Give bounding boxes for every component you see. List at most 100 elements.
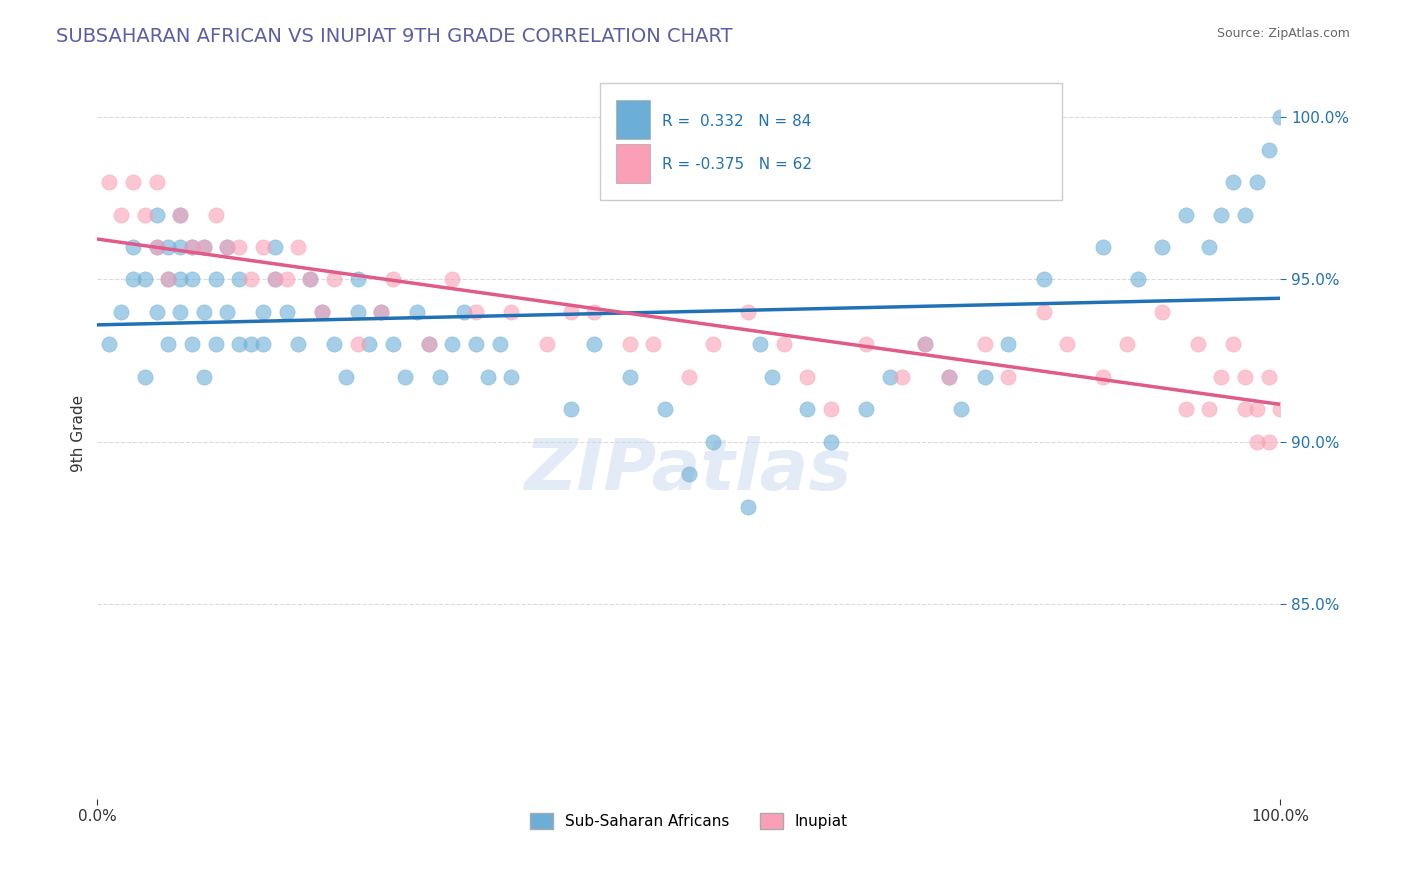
Point [820, 434, 842, 449]
Point [217, 305, 239, 319]
Point [263, 272, 285, 286]
Legend: Sub-Saharan Africans, Inupiat: Sub-Saharan Africans, Inupiat [523, 806, 855, 835]
Point [204, 337, 226, 351]
Point [240, 272, 263, 286]
Point [240, 337, 263, 351]
Point [890, 370, 912, 384]
Point [335, 370, 357, 384]
Point [1222, 175, 1244, 189]
Point [263, 240, 285, 254]
Point [263, 272, 285, 286]
Point [1128, 272, 1150, 286]
Point [169, 208, 191, 222]
Point [110, 305, 132, 319]
Point [678, 467, 700, 482]
Point [228, 272, 250, 286]
Point [855, 402, 877, 417]
Point [488, 337, 510, 351]
Point [169, 305, 191, 319]
Point [370, 305, 392, 319]
Point [914, 337, 936, 351]
Point [193, 370, 215, 384]
Point [252, 305, 274, 319]
Point [997, 337, 1019, 351]
FancyBboxPatch shape [600, 83, 1062, 200]
Point [855, 337, 877, 351]
Point [501, 370, 523, 384]
Point [134, 208, 156, 222]
Point [1032, 305, 1054, 319]
Point [193, 305, 215, 319]
Point [405, 305, 427, 319]
Point [949, 402, 972, 417]
Point [973, 337, 995, 351]
Point [1174, 402, 1197, 417]
Point [157, 337, 180, 351]
Point [619, 370, 641, 384]
Point [820, 402, 842, 417]
Point [1233, 208, 1256, 222]
Point [560, 402, 582, 417]
Y-axis label: 9th Grade: 9th Grade [72, 395, 86, 472]
Point [121, 272, 143, 286]
Point [643, 337, 665, 351]
Point [1257, 434, 1279, 449]
Point [228, 337, 250, 351]
Point [1270, 110, 1292, 124]
Point [299, 272, 322, 286]
Point [678, 370, 700, 384]
Point [145, 208, 167, 222]
Point [748, 337, 770, 351]
Point [323, 272, 346, 286]
Point [299, 272, 322, 286]
Point [702, 337, 724, 351]
Point [370, 305, 392, 319]
Point [938, 370, 960, 384]
Point [1233, 402, 1256, 417]
Point [737, 500, 759, 514]
Point [1246, 402, 1268, 417]
Point [193, 240, 215, 254]
Point [181, 240, 204, 254]
Point [1032, 272, 1054, 286]
Point [346, 272, 368, 286]
Point [1257, 143, 1279, 157]
Point [252, 337, 274, 351]
Point [276, 272, 298, 286]
Point [181, 272, 204, 286]
Point [761, 370, 783, 384]
Point [1270, 402, 1292, 417]
FancyBboxPatch shape [616, 100, 650, 139]
Point [737, 305, 759, 319]
Point [453, 305, 475, 319]
Point [157, 272, 180, 286]
Point [1091, 240, 1114, 254]
Point [1152, 305, 1174, 319]
Point [287, 337, 309, 351]
Text: R =  0.332   N = 84: R = 0.332 N = 84 [662, 113, 811, 128]
Point [311, 305, 333, 319]
Point [134, 370, 156, 384]
Point [997, 370, 1019, 384]
Point [441, 272, 464, 286]
Point [1091, 370, 1114, 384]
Point [323, 337, 346, 351]
Point [145, 175, 167, 189]
Point [181, 337, 204, 351]
Point [228, 240, 250, 254]
Point [1246, 175, 1268, 189]
Text: SUBSAHARAN AFRICAN VS INUPIAT 9TH GRADE CORRELATION CHART: SUBSAHARAN AFRICAN VS INUPIAT 9TH GRADE … [56, 27, 733, 45]
Point [418, 337, 440, 351]
Point [181, 240, 204, 254]
Point [145, 240, 167, 254]
Point [217, 240, 239, 254]
Point [204, 272, 226, 286]
Point [560, 305, 582, 319]
Point [583, 305, 606, 319]
Point [583, 337, 606, 351]
Point [311, 305, 333, 319]
Point [914, 337, 936, 351]
Point [169, 272, 191, 286]
Point [157, 272, 180, 286]
Point [1198, 240, 1220, 254]
